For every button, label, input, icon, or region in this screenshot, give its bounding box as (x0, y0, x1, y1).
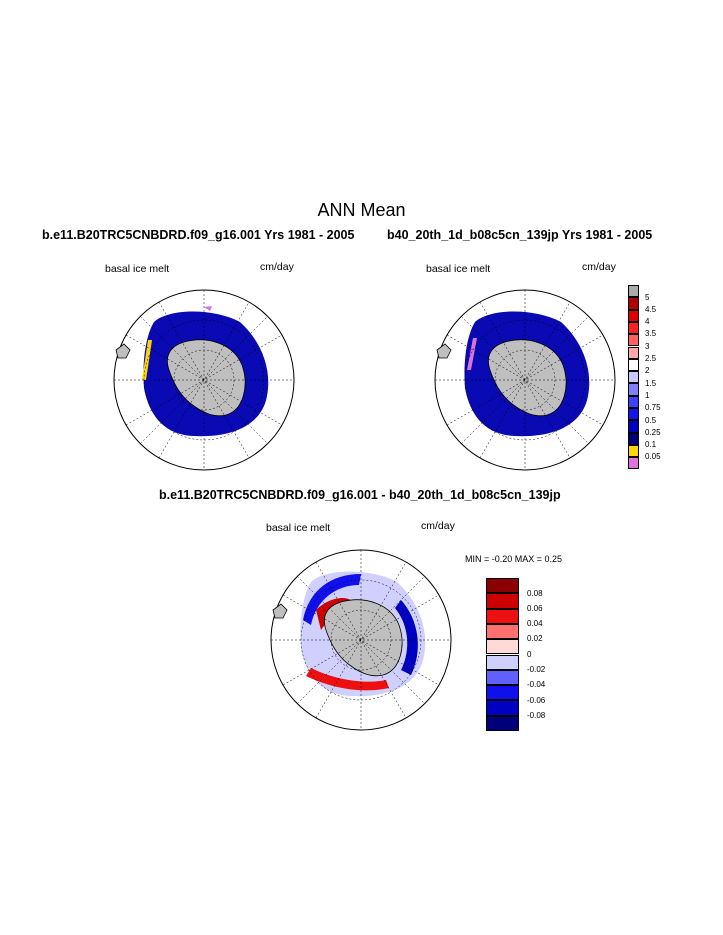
case-a-title: b.e11.B20TRC5CNBDRD.f09_g16.001 Yrs 1981… (42, 228, 355, 242)
legend-label: 1.5 (645, 378, 657, 388)
legend-label: 0 (527, 649, 532, 659)
legend-color-box (486, 639, 519, 655)
legend-color-box (628, 444, 639, 458)
legend-color-box (628, 309, 639, 322)
legend-color-box (628, 358, 639, 372)
difference-positive-band (306, 668, 389, 691)
legend-label: 0.1 (645, 440, 657, 450)
legend-color-box (628, 457, 639, 470)
legend-label: 0.5 (645, 415, 657, 425)
diff-min-max: MIN = -0.20 MAX = 0.25 (465, 554, 563, 564)
legend-color-box (628, 297, 639, 310)
legend-label: 0.08 (527, 588, 543, 598)
ocean-field (143, 311, 269, 437)
legend-label: 3.5 (645, 329, 657, 339)
graticule (114, 290, 294, 470)
legend-color-box (486, 608, 519, 624)
panel-b-units: cm/day (582, 261, 616, 273)
graticule (435, 290, 615, 470)
graticule (271, 550, 451, 730)
difference-title: b.e11.B20TRC5CNBDRD.f09_g16.001 - b40_20… (159, 488, 561, 502)
legend-color-box (486, 654, 519, 670)
legend-label: -0.08 (527, 710, 546, 720)
legend-color-box (628, 334, 639, 347)
legend-label: 4.5 (645, 304, 657, 314)
ocean-field (464, 311, 590, 437)
legend-label: -0.02 (527, 665, 546, 674)
legend-color-box (486, 623, 519, 640)
legend-label: 0.04 (527, 619, 543, 629)
legend-color-box (486, 685, 519, 701)
map-panel-b (434, 289, 616, 471)
legend-label: 4 (645, 317, 650, 327)
legend-label: 0.05 (645, 452, 661, 462)
legend-color-box (628, 285, 639, 298)
legend-label: 2 (645, 366, 650, 376)
magenta-fringe (467, 338, 477, 370)
legend-color-box (628, 395, 639, 408)
map-panel-a (113, 289, 295, 471)
legend-label: 0.02 (527, 634, 543, 644)
legend-color-box (628, 383, 639, 396)
legend-color-box (628, 432, 639, 445)
panel-a-units: cm/day (260, 261, 294, 273)
south-america-land (272, 603, 288, 619)
yellow-fringe (142, 340, 152, 380)
main-title: ANN Mean (317, 200, 406, 220)
case-b-title: b40_20th_1d_b08c5cn_139jp Yrs 1981 - 200… (387, 228, 653, 242)
legend-color-box (628, 420, 639, 433)
panel-b-variable: basal ice melt (426, 263, 491, 275)
magenta-fringe (204, 306, 212, 311)
legend-label: 0.75 (645, 403, 661, 413)
legend-label: 2.5 (645, 354, 657, 363)
legend-color-box (486, 669, 519, 686)
map-panel-difference (270, 549, 452, 731)
south-america-land (115, 343, 131, 359)
panel-diff-variable: basal ice melt (266, 522, 331, 534)
legend-label: 3 (645, 341, 650, 351)
difference-negative-band (303, 574, 361, 625)
legend-label: -0.06 (527, 695, 546, 705)
legend-label: 0.25 (645, 427, 661, 437)
legend-color-box (486, 593, 519, 609)
south-america-land (436, 343, 452, 359)
panel-diff-units: cm/day (421, 520, 455, 532)
difference-negative-band (395, 600, 418, 675)
legend-color-box (628, 408, 639, 421)
legend-label: 0.06 (527, 603, 543, 613)
legend-color-box (486, 715, 519, 731)
panel-a-variable: basal ice melt (105, 263, 170, 275)
legend-label: 1 (645, 390, 650, 400)
legend-label: 5 (645, 292, 650, 302)
legend-color-box (486, 700, 519, 716)
legend-label: -0.04 (527, 680, 546, 690)
legend-color-box (628, 346, 639, 359)
legend-color-box (628, 371, 639, 384)
legend-color-box (486, 578, 519, 594)
legend-color-box (628, 321, 639, 335)
